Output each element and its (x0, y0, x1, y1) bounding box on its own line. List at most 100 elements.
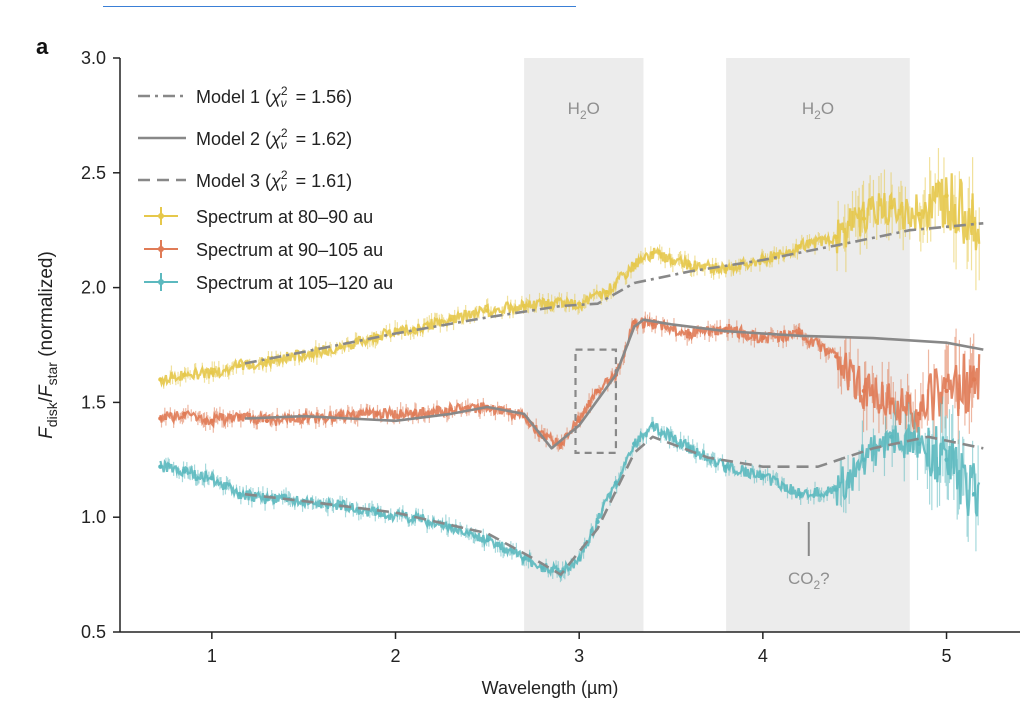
data-point (944, 457, 949, 462)
data-point (687, 331, 692, 336)
data-point (971, 492, 977, 497)
legend-label-model-2: Model 2 (χ2 ν = 1.62) (196, 126, 352, 152)
labels: CO2? Wavelength (µm) Fdisk/Fstar (normaliz… (36, 34, 830, 698)
data-point (632, 319, 637, 325)
model-curve-1 (244, 222, 984, 365)
data-point (158, 377, 163, 382)
data-point (723, 267, 729, 272)
data-point (916, 211, 922, 217)
model-curve-3 (244, 435, 984, 576)
model-curves (244, 222, 984, 576)
y-tick-label: 3.0 (81, 48, 106, 68)
data-point (549, 301, 554, 306)
data-point (916, 441, 922, 446)
data-point (576, 556, 582, 561)
data-point (889, 434, 894, 440)
data-point (834, 354, 839, 359)
y-tick-label: 0.5 (81, 622, 106, 642)
y-tick-label: 2.5 (81, 163, 106, 183)
h2o-band-label-2: H2O (802, 99, 834, 122)
x-tick-label: 1 (207, 646, 217, 666)
legend-label-model-1: Model 1 (χ2 ν = 1.56) (196, 84, 352, 110)
legend-swatch-marker (158, 213, 164, 219)
data-point (182, 469, 187, 474)
shaded-regions: H2O H2O (524, 58, 910, 632)
legend-label-model-3: Model 3 (χ2 ν = 1.61) (196, 168, 352, 194)
data-point (760, 335, 766, 341)
data-point (448, 317, 453, 322)
data-point (182, 411, 187, 417)
data-point (209, 370, 215, 375)
h2o-band-label-1: H2O (568, 99, 600, 122)
panel-label: a (36, 34, 49, 59)
data-point (889, 205, 894, 210)
data-point (595, 388, 600, 394)
data-point (209, 475, 215, 481)
y-tick-label: 2.0 (81, 278, 106, 298)
h2o-band-1 (524, 58, 644, 632)
series-line-3 (159, 421, 981, 579)
x-tick-label: 3 (574, 646, 584, 666)
data-point (540, 565, 545, 570)
legend: Model 1 (χ2 ν = 1.56) Model 2 (χ2 ν = 1.62)… (138, 84, 393, 293)
y-tick-label: 1.0 (81, 507, 106, 527)
data-point (521, 303, 527, 309)
data-point (861, 216, 867, 221)
data-point (158, 464, 163, 469)
data-point (264, 358, 270, 364)
data-point (723, 464, 729, 469)
data-point (971, 377, 977, 382)
x-axis-label: Wavelength (µm) (482, 678, 619, 698)
data-point (237, 492, 242, 497)
data-point (374, 411, 380, 417)
data-point (861, 388, 867, 394)
data-point (650, 250, 655, 256)
data-point (861, 457, 867, 462)
y-tick-label: 1.5 (81, 392, 106, 412)
legend-swatch-marker (158, 246, 164, 252)
legend-label-series-1: Spectrum at 80–90 au (196, 207, 373, 227)
data-point (760, 473, 766, 479)
legend-swatch-marker (158, 279, 164, 285)
data-point (448, 407, 453, 412)
data-point (411, 326, 417, 332)
x-tick-label: 4 (758, 646, 768, 666)
data-point (237, 363, 242, 368)
series-3 (158, 396, 981, 583)
data-point (411, 411, 417, 417)
header-link-underline[interactable] (103, 0, 576, 7)
data-point (264, 418, 270, 423)
co2-label: CO2? (788, 569, 830, 592)
data-point (209, 418, 215, 423)
data-point (797, 492, 802, 497)
data-point (604, 289, 609, 295)
x-tick-label: 2 (391, 646, 401, 666)
data-point (182, 372, 187, 378)
data-point (158, 416, 163, 421)
data-point (834, 234, 839, 240)
legend-label-series-2: Spectrum at 90–105 au (196, 240, 383, 260)
data-point (632, 441, 637, 446)
data-point (650, 423, 655, 428)
data-point (889, 400, 894, 405)
data-point (237, 413, 242, 419)
axes: 1 2 3 4 5 0.5 1.0 1.5 2.0 2.5 3.0 (81, 48, 1020, 666)
data-point (632, 262, 637, 267)
data-point (834, 487, 839, 492)
data-point (485, 308, 490, 313)
data-point (521, 556, 527, 561)
data-point (916, 411, 922, 417)
data-point (613, 480, 619, 485)
data-point (650, 322, 655, 327)
data-point (595, 519, 600, 524)
data-point (797, 244, 802, 249)
data-point (944, 193, 949, 198)
data-point (485, 537, 490, 543)
data-point (576, 301, 582, 306)
x-tick-label: 5 (942, 646, 952, 666)
data-point (944, 388, 949, 394)
y-axis-label: Fdisk/Fstar (normalized) (36, 251, 60, 439)
data-point (338, 345, 343, 350)
data-point (687, 262, 692, 267)
